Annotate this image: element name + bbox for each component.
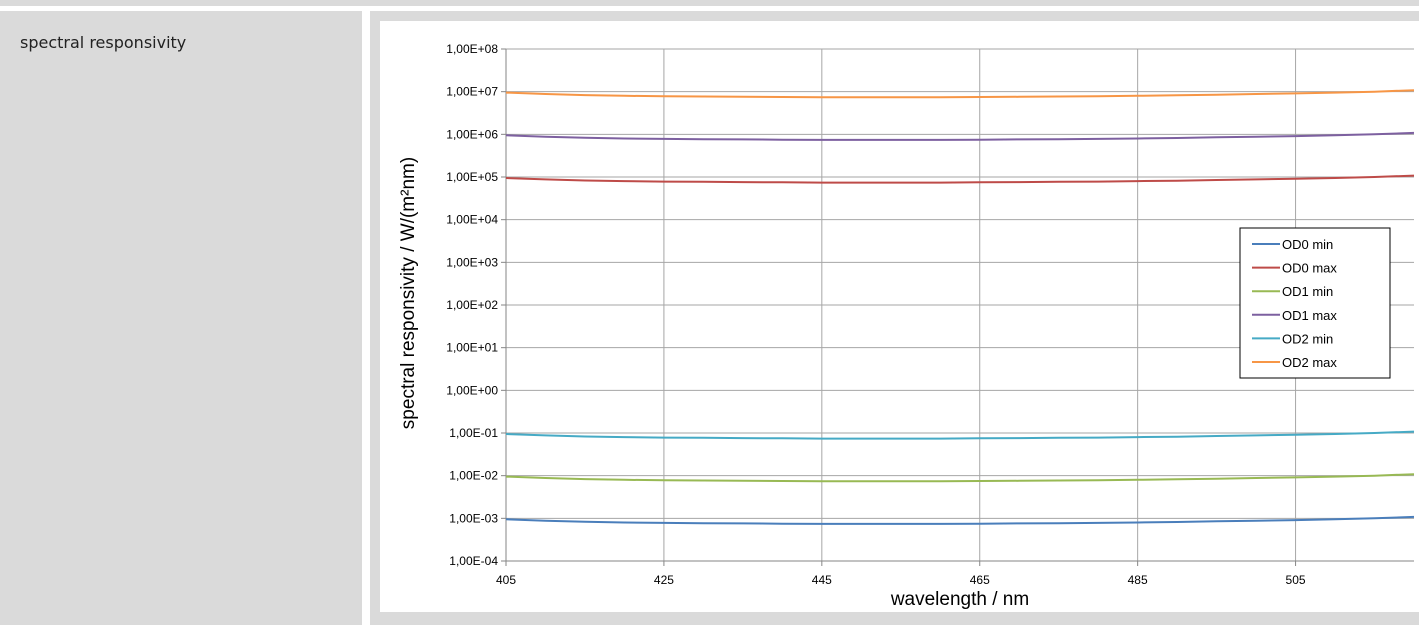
y-tick-label: 1,00E-01 — [449, 426, 498, 440]
legend-entry: OD0 max — [1282, 261, 1337, 276]
y-tick-label: 1,00E+04 — [446, 213, 498, 227]
x-tick-label: 445 — [812, 573, 832, 587]
legend-entry: OD1 max — [1282, 308, 1337, 323]
y-tick-label: 1,00E+06 — [446, 127, 498, 141]
y-tick-label: 1,00E+07 — [446, 85, 498, 99]
y-tick-label: 1,00E+01 — [446, 341, 498, 355]
x-tick-label: 485 — [1128, 573, 1148, 587]
series-line-od0-min — [505, 515, 1415, 525]
legend-entry: OD0 min — [1282, 237, 1333, 252]
row-label: spectral responsivity — [20, 33, 187, 52]
legend-box — [1239, 227, 1391, 379]
y-tick-label: 1,00E-03 — [449, 511, 498, 525]
x-tick-label: 465 — [970, 573, 990, 587]
row-label-cell: spectral responsivity — [0, 11, 362, 625]
legend: OD0 min OD0 max OD1 min OD1 max OD2 min OD2 m… — [1239, 227, 1391, 379]
y-tick-label: 1,00E+00 — [446, 383, 498, 397]
y-tick-label: 1,00E-04 — [449, 554, 498, 568]
y-axis-title: spectral responsivity / W/(m²nm) — [398, 157, 419, 429]
series-line-od2-max — [505, 89, 1415, 99]
table-row: spectral responsivity 1,00E+08 1,00E+07 1,… — [0, 11, 1419, 625]
series-line-od1-max — [505, 131, 1415, 141]
spectral-responsivity-chart: 1,00E+08 1,00E+07 1,00E+06 1,00E+05 1,00E+04… — [380, 21, 1419, 612]
series-line-od0-max — [505, 174, 1415, 184]
x-tick-label: 505 — [1286, 573, 1306, 587]
y-tick-label: 1,00E+08 — [446, 42, 498, 56]
axes — [501, 48, 1414, 566]
data-series — [505, 89, 1415, 525]
legend-entry: OD2 max — [1282, 355, 1337, 370]
y-tick-label: 1,00E+03 — [446, 255, 498, 269]
y-tick-label: 1,00E+05 — [446, 170, 498, 184]
y-tick-label: 1,00E-02 — [449, 469, 498, 483]
grid-lines — [506, 48, 1414, 561]
x-tick-label: 405 — [496, 573, 516, 587]
series-line-od1-min — [505, 473, 1415, 483]
x-tick-label: 425 — [654, 573, 674, 587]
top-divider-bar — [0, 0, 1419, 6]
x-axis-title: wavelength / nm — [890, 589, 1029, 610]
y-tick-label: 1,00E+02 — [446, 298, 498, 312]
series-line-od2-min — [505, 430, 1415, 440]
legend-entry: OD2 min — [1282, 331, 1333, 346]
chart-cell: 1,00E+08 1,00E+07 1,00E+06 1,00E+05 1,00E+04… — [370, 11, 1419, 625]
tick-labels: 1,00E+08 1,00E+07 1,00E+06 1,00E+05 1,00E+04… — [446, 42, 1306, 587]
legend-entry: OD1 min — [1282, 284, 1333, 299]
